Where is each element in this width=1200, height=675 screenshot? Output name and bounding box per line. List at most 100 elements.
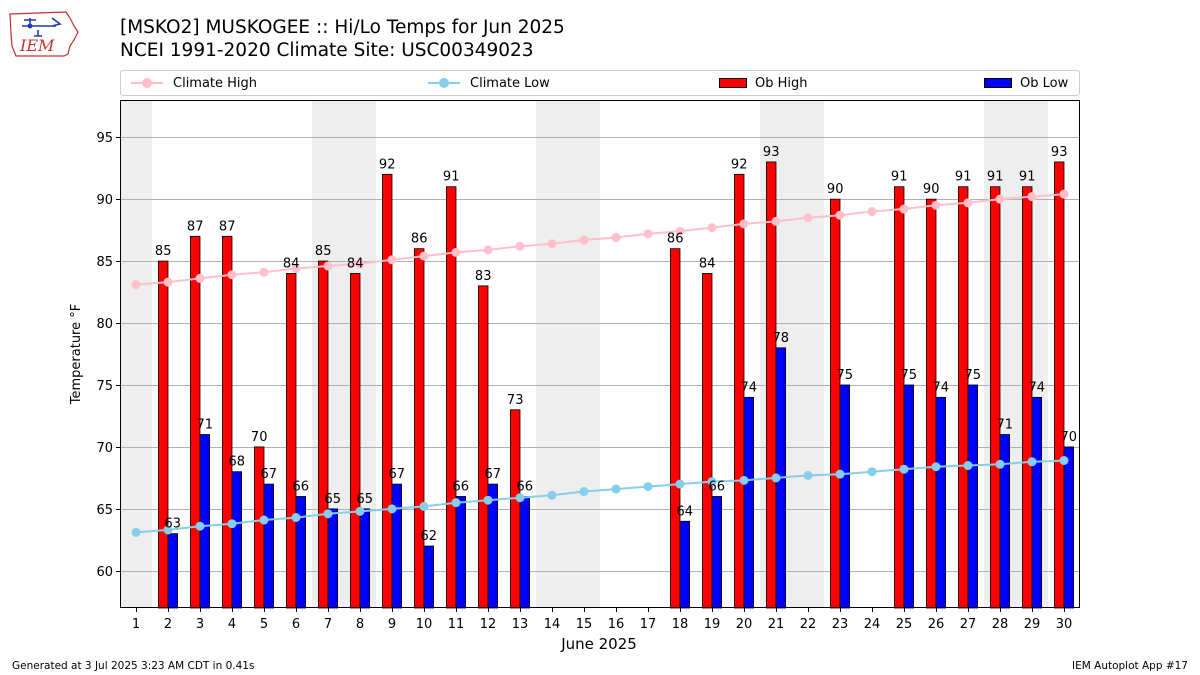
x-tick-label: 26 bbox=[928, 617, 945, 632]
ob-low-bar bbox=[455, 496, 467, 609]
x-tick-label: 18 bbox=[672, 617, 689, 632]
ob-low-bar bbox=[679, 520, 691, 609]
ob-low-value-label: 74 bbox=[741, 380, 758, 395]
ob-high-value-label: 91 bbox=[443, 170, 460, 185]
x-tick-label: 12 bbox=[480, 617, 497, 632]
climate-low-point bbox=[675, 479, 685, 489]
climate-high-point bbox=[771, 216, 781, 226]
y-tick-label: 85 bbox=[96, 255, 113, 270]
ob-low-value-label: 67 bbox=[389, 467, 406, 482]
ob-low-value-label: 66 bbox=[709, 479, 726, 494]
climate-low-point bbox=[707, 477, 717, 487]
ob-high-bar bbox=[702, 273, 713, 609]
ob-low-value-label: 63 bbox=[165, 517, 182, 532]
climate-high-point bbox=[291, 264, 301, 274]
ob-low-value-label: 66 bbox=[453, 479, 470, 494]
weekend-shade-day-22 bbox=[792, 100, 824, 608]
ob-high-bar bbox=[766, 161, 777, 609]
climate-low-point bbox=[803, 470, 813, 480]
ob-low-value-label: 71 bbox=[997, 418, 1014, 433]
y-tick-label: 60 bbox=[96, 565, 113, 580]
climate-high-point bbox=[707, 223, 717, 233]
ob-low-bar bbox=[519, 496, 531, 609]
ob-high-value-label: 91 bbox=[987, 170, 1004, 185]
climate-high-point bbox=[227, 270, 237, 280]
x-tick-label: 1 bbox=[132, 617, 140, 632]
ob-low-value-label: 67 bbox=[261, 467, 278, 482]
x-tick-label: 27 bbox=[960, 617, 977, 632]
climate-low-line bbox=[135, 459, 1065, 534]
ob-low-value-label: 66 bbox=[293, 479, 310, 494]
climate-low-point bbox=[547, 490, 557, 500]
ob-high-value-label: 90 bbox=[923, 182, 940, 197]
climate-high-point bbox=[355, 259, 365, 269]
ob-low-value-label: 70 bbox=[1061, 430, 1078, 445]
x-tick-label: 24 bbox=[864, 617, 881, 632]
ob-low-value-label: 64 bbox=[677, 504, 694, 519]
legend-item-climate-low: Climate Low bbox=[426, 71, 550, 95]
ob-low-bar bbox=[359, 508, 371, 609]
climate-low-point bbox=[643, 482, 653, 492]
y-tick-label: 90 bbox=[96, 193, 113, 208]
ob-high-bar bbox=[381, 173, 393, 609]
climate-low-point bbox=[867, 467, 877, 477]
climate-low-point bbox=[195, 521, 205, 531]
climate-high-point bbox=[899, 204, 909, 214]
ob-low-value-label: 74 bbox=[1029, 380, 1046, 395]
climate-high-point bbox=[643, 229, 653, 239]
ob-low-value-label: 65 bbox=[357, 492, 374, 507]
x-tick-label: 11 bbox=[448, 617, 465, 632]
x-tick-label: 7 bbox=[324, 617, 332, 632]
x-tick-label: 8 bbox=[356, 617, 364, 632]
ob-high-swatch bbox=[719, 78, 747, 88]
climate-high-point bbox=[131, 280, 141, 290]
x-tick-label: 6 bbox=[292, 617, 300, 632]
x-tick-label: 15 bbox=[576, 617, 593, 632]
climate-high-swatch bbox=[129, 76, 165, 90]
legend-label-ob-high: Ob High bbox=[755, 75, 808, 91]
climate-high-point bbox=[835, 210, 845, 220]
ob-high-bar bbox=[157, 260, 169, 609]
climate-high-point bbox=[675, 226, 685, 236]
ob-low-bar bbox=[1031, 396, 1043, 609]
generated-timestamp: Generated at 3 Jul 2025 3:23 AM CDT in 0… bbox=[12, 660, 255, 672]
ob-low-bar bbox=[199, 434, 211, 609]
ob-low-bar bbox=[903, 384, 915, 609]
x-tick-label: 4 bbox=[228, 617, 236, 632]
ob-low-swatch bbox=[984, 78, 1012, 88]
x-tick-label: 10 bbox=[416, 617, 433, 632]
bars bbox=[157, 161, 1075, 609]
ob-low-bar bbox=[839, 384, 851, 609]
ob-low-value-label: 75 bbox=[837, 368, 854, 383]
climate-high-point bbox=[163, 277, 173, 287]
weekend-shade-day-1 bbox=[120, 100, 152, 608]
ob-high-value-label: 84 bbox=[283, 256, 300, 271]
legend-item-ob-high: Ob High bbox=[719, 71, 808, 95]
plot-frame bbox=[120, 100, 1080, 608]
ob-low-bar bbox=[327, 508, 339, 609]
climate-low-point bbox=[611, 484, 621, 494]
x-tick-label: 29 bbox=[1024, 617, 1041, 632]
legend: Climate High Climate Low Ob High Ob Low bbox=[120, 70, 1080, 96]
x-tick-label: 22 bbox=[800, 617, 817, 632]
weekend-shade-day-15 bbox=[568, 100, 600, 608]
x-tick-label: 19 bbox=[704, 617, 721, 632]
ob-low-value-label: 78 bbox=[773, 331, 790, 346]
ob-high-value-label: 93 bbox=[1051, 145, 1068, 160]
ob-high-value-label: 92 bbox=[379, 157, 396, 172]
ob-high-bar bbox=[830, 198, 841, 609]
ob-low-value-label: 65 bbox=[325, 492, 342, 507]
y-tick-label: 80 bbox=[96, 317, 113, 332]
x-tick-label: 25 bbox=[896, 617, 913, 632]
climate-low-point bbox=[483, 495, 493, 505]
ob-low-value-label: 75 bbox=[965, 368, 982, 383]
climate-low-point bbox=[131, 527, 141, 537]
ob-low-bar bbox=[423, 545, 435, 609]
x-tick-label: 16 bbox=[608, 617, 625, 632]
ob-high-value-label: 87 bbox=[219, 219, 236, 234]
y-tick-label: 95 bbox=[96, 131, 113, 146]
climate-lines bbox=[131, 189, 1069, 537]
legend-label-climate-low: Climate Low bbox=[470, 75, 550, 91]
climate-low-point bbox=[579, 487, 589, 497]
legend-item-ob-low: Ob Low bbox=[984, 71, 1068, 95]
